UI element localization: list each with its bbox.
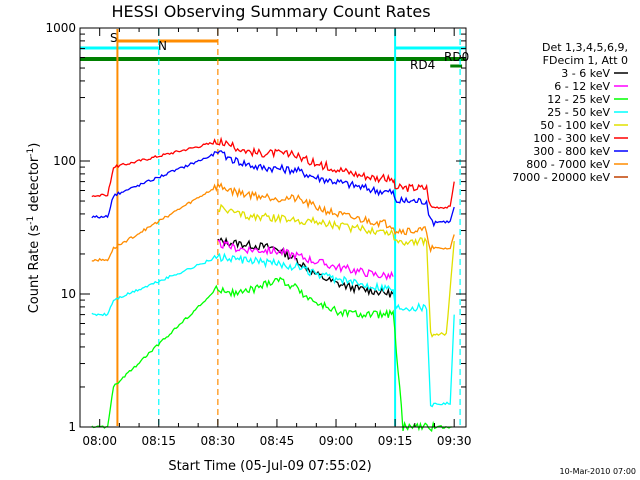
footer-timestamp: 10-Mar-2010 07:00 bbox=[560, 467, 637, 476]
y-tick-label: 1000 bbox=[45, 21, 76, 35]
saa-flag-label: S bbox=[110, 31, 118, 45]
x-tick-label: 08:45 bbox=[260, 434, 295, 448]
plot-frame bbox=[79, 27, 467, 428]
y-axis-label-sup1: -1 bbox=[26, 216, 36, 225]
series-line bbox=[91, 136, 455, 210]
y-axis-label: Count Rate (s-1 detector-1) bbox=[26, 143, 42, 314]
rd0-flag-label: RD0 bbox=[444, 50, 469, 64]
series-line bbox=[91, 182, 455, 262]
legend-entry-label: 3 - 6 keV bbox=[561, 67, 610, 80]
x-tick-label: 08:15 bbox=[141, 434, 176, 448]
legend-header-line-1: Det 1,3,4,5,6,9, bbox=[542, 41, 628, 54]
legend-entry-label: 12 - 25 keV bbox=[547, 93, 610, 106]
legend-entry-label: 300 - 800 keV bbox=[533, 145, 610, 158]
x-axis-label: Start Time (05-Jul-09 07:55:02) bbox=[168, 459, 371, 474]
x-tick-label: 09:30 bbox=[437, 434, 472, 448]
x-tick-label: 09:00 bbox=[319, 434, 354, 448]
y-tick-label: 100 bbox=[53, 154, 76, 168]
x-axis-ticks: 08:00 08:15 08:30 08:45 09:00 09:15 09:30 bbox=[79, 28, 472, 448]
y-axis-label-end: ) bbox=[27, 143, 42, 148]
legend-entry-label: 100 - 300 keV bbox=[533, 132, 610, 145]
vertical-markers bbox=[116, 29, 461, 426]
legend: Det 1,3,4,5,6,9, FDecim 1, Att 0 3 - 6 k… bbox=[512, 41, 628, 184]
y-tick-label: 1 bbox=[68, 420, 76, 434]
flag-bars bbox=[80, 39, 466, 68]
series-line bbox=[91, 276, 453, 433]
x-tick-label: 08:30 bbox=[201, 434, 236, 448]
legend-header-line-2: FDecim 1, Att 0 bbox=[543, 54, 628, 67]
x-tick-label: 08:00 bbox=[82, 434, 117, 448]
series-lines bbox=[91, 136, 455, 433]
legend-entry-label: 7000 - 20000 keV bbox=[512, 171, 610, 184]
chart-title: HESSI Observing Summary Count Rates bbox=[111, 2, 430, 21]
legend-entry-label: 50 - 100 keV bbox=[540, 119, 610, 132]
series-line bbox=[91, 150, 455, 228]
y-axis-label-main: Count Rate (s bbox=[27, 225, 42, 314]
y-axis-ticks: 1 10 100 1000 bbox=[45, 21, 466, 434]
y-tick-label: 10 bbox=[61, 287, 76, 301]
night-flag-label: N bbox=[158, 39, 167, 53]
y-axis-label-sup2: -1 bbox=[26, 148, 36, 157]
rd4-flag-label: RD4 bbox=[410, 58, 435, 72]
flag-annotations: S N RD0 RD4 bbox=[110, 31, 469, 72]
legend-entry-label: 25 - 50 keV bbox=[547, 106, 610, 119]
legend-entry-label: 6 - 12 keV bbox=[554, 80, 610, 93]
legend-entry-label: 800 - 7000 keV bbox=[526, 158, 610, 171]
series-line bbox=[91, 252, 455, 408]
x-tick-label: 09:15 bbox=[378, 434, 413, 448]
series-line bbox=[217, 203, 455, 338]
y-axis-label-mid: detector bbox=[27, 156, 42, 216]
series-line bbox=[217, 239, 394, 281]
